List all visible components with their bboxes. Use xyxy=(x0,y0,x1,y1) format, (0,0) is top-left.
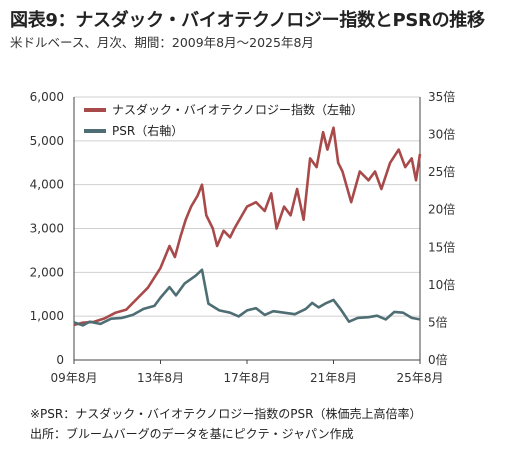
x-tick-label: 09年8月 xyxy=(51,371,98,385)
legend-label: PSR（右軸） xyxy=(112,123,183,138)
y-left-tick-label: 1,000 xyxy=(30,309,64,323)
y-right-tick-label: 25倍 xyxy=(428,164,455,179)
chart-title: 図表9：ナスダック・バイオテクノロジー指数とPSRの推移 xyxy=(10,10,485,31)
series-line-psr xyxy=(73,268,421,327)
psr-footnote: ※PSR：ナスダック・バイオテクノロジー指数のPSR（株価売上高倍率） xyxy=(30,407,422,421)
y-right-tick-label: 35倍 xyxy=(428,89,455,104)
y-left-tick-label: 4,000 xyxy=(30,178,64,192)
y-left-tick-label: 6,000 xyxy=(30,90,64,104)
y-right-tick-label: 0倍 xyxy=(428,352,448,367)
y-left-tick-label: 0 xyxy=(56,353,64,367)
y-right-tick-label: 5倍 xyxy=(428,314,448,329)
y-left-tick-label: 5,000 xyxy=(30,134,64,148)
legend-label: ナスダック・バイオテクノロジー指数（左軸） xyxy=(112,102,363,117)
x-tick-label: 21年8月 xyxy=(310,371,357,385)
series-line-index xyxy=(73,126,422,327)
y-left-tick-label: 2,000 xyxy=(30,265,64,279)
y-right-tick-label: 30倍 xyxy=(428,127,455,142)
y-right-tick-label: 20倍 xyxy=(428,202,455,217)
x-tick-label: 13年8月 xyxy=(137,371,184,385)
source-footnote: 出所：ブルームバーグのデータを基にピクテ・ジャパン作成 xyxy=(30,427,354,441)
y-right-tick-label: 15倍 xyxy=(428,239,455,254)
chart-subtitle: 米ドルベース、月次、期間：2009年8月～2025年8月 xyxy=(10,35,314,50)
x-tick-label: 25年8月 xyxy=(397,371,444,385)
x-tick-label: 17年8月 xyxy=(224,371,271,385)
y-right-tick-label: 10倍 xyxy=(428,277,455,292)
y-left-tick-label: 3,000 xyxy=(30,222,64,236)
footnotes: ※PSR：ナスダック・バイオテクノロジー指数のPSR（株価売上高倍率） 出所：ブ… xyxy=(30,404,421,444)
